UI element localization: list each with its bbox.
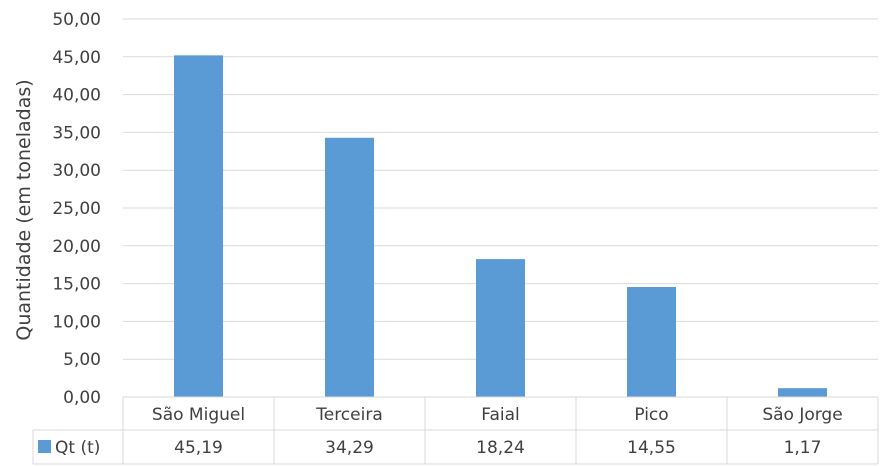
bar (174, 55, 223, 398)
gridlines (123, 18, 878, 360)
y-tick-label: 5,00 (63, 350, 101, 370)
category-label: Pico (634, 405, 668, 425)
bar (476, 259, 525, 397)
category-label: Faial (481, 405, 520, 425)
category-label: São Jorge (762, 405, 842, 425)
category-label: São Miguel (152, 405, 245, 425)
y-tick-label: 35,00 (52, 123, 101, 143)
y-axis-title: Quantidade (em toneladas) (13, 79, 35, 340)
data-table: São Miguel 45,19 Terceira 34,29 Faial 18,24 Pi… (32, 396, 879, 465)
y-tick-label: 50,00 (52, 10, 101, 30)
y-tick-label: 15,00 (52, 275, 101, 295)
y-tick-labels: 0,00 5,00 10,00 15,00 20,00 25,00 30,00 35,00 40… (52, 10, 101, 408)
legend-swatch (38, 440, 51, 453)
series-name: Qt (t) (55, 438, 100, 458)
y-tick-label: 30,00 (52, 161, 101, 181)
bar (778, 388, 827, 397)
y-tick-label: 45,00 (52, 48, 101, 68)
bar (325, 137, 374, 398)
bars (174, 55, 827, 398)
y-tick-label: 0,00 (63, 388, 101, 408)
y-tick-label: 40,00 (52, 86, 101, 106)
value-label: 14,55 (627, 438, 676, 458)
bar (627, 287, 676, 397)
value-label: 18,24 (476, 438, 525, 458)
category-label: Terceira (315, 405, 383, 425)
value-label: 45,19 (174, 438, 223, 458)
value-label: 1,17 (784, 438, 822, 458)
y-tick-label: 20,00 (52, 237, 101, 257)
value-label: 34,29 (325, 438, 374, 458)
y-tick-label: 10,00 (52, 312, 101, 332)
y-tick-label: 25,00 (52, 199, 101, 219)
